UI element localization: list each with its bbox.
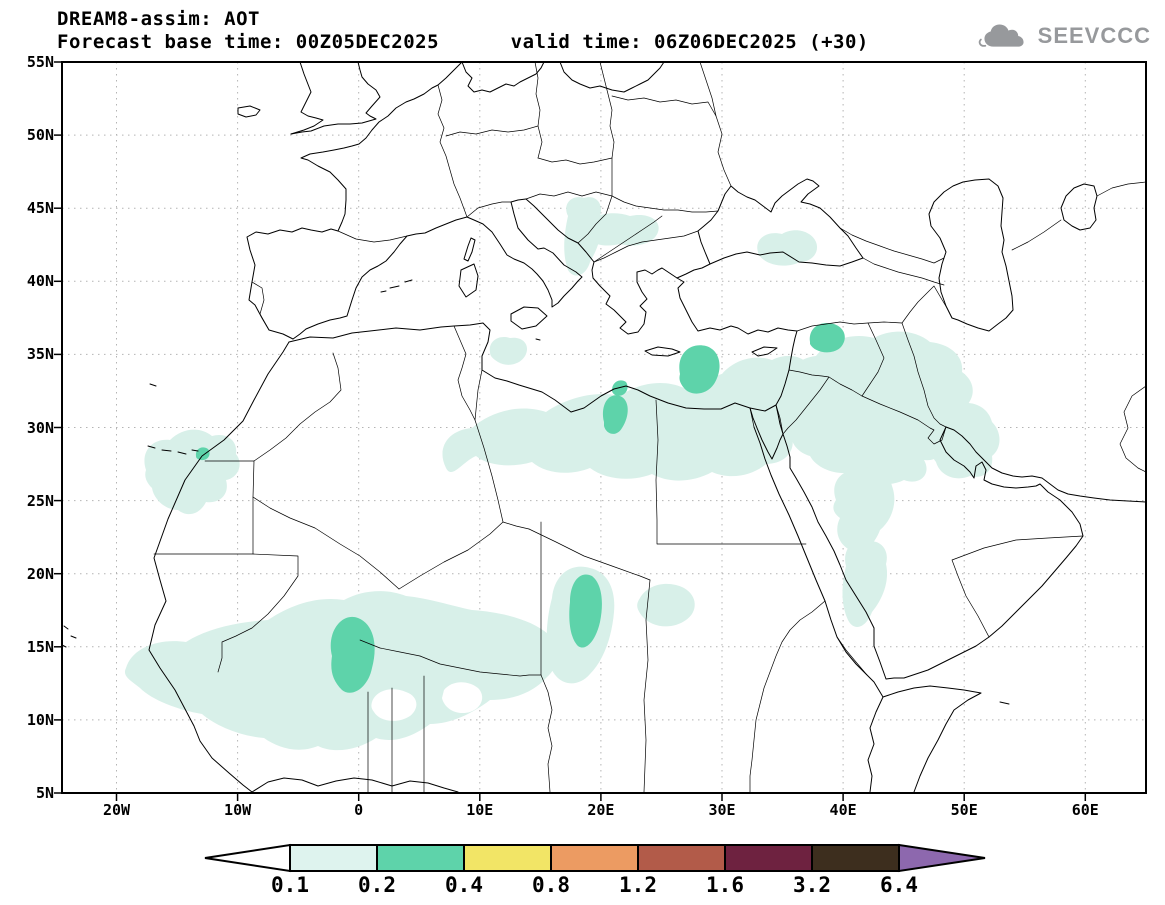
- colorbar-tick-label: 0.1: [271, 873, 309, 897]
- colorbar-tick-label: 6.4: [880, 873, 918, 897]
- plot-title: DREAM8-assim: AOT: [57, 8, 260, 30]
- colorbar-tick-label: 0.2: [358, 873, 396, 897]
- logo-text: SEEVCCC: [1037, 23, 1151, 48]
- lat-tick-label: 35N: [26, 345, 54, 364]
- lon-tick-label: 0: [354, 801, 364, 819]
- colorbar-tick-label: 3.2: [793, 873, 831, 897]
- cloud-icon: [978, 24, 1024, 47]
- aot-shading-light: [124, 197, 1000, 751]
- lat-tick-label: 25N: [26, 491, 54, 510]
- lon-tick-label: 40E: [829, 801, 857, 819]
- colorbar-tick-label: 0.4: [445, 873, 483, 897]
- axis-ticks: [54, 61, 1087, 801]
- colorbar-tick-label: 1.6: [706, 873, 744, 897]
- lat-tick-label: 15N: [26, 637, 54, 656]
- lat-tick-label: 45N: [26, 199, 54, 218]
- seevccc-logo: SEEVCCC: [977, 20, 1151, 52]
- lat-tick-label: 5N: [35, 784, 54, 802]
- colorbar-scale: [204, 843, 986, 873]
- plot-subtitle: Forecast base time: 00Z05DEC2025 valid t…: [57, 31, 869, 53]
- lon-tick-label: 10W: [224, 801, 252, 819]
- lat-tick-label: 55N: [26, 53, 54, 71]
- lat-tick-label: 10N: [26, 710, 54, 729]
- lon-tick-label: 20W: [102, 801, 131, 819]
- coastlines: [61, 61, 1147, 793]
- lon-tick-label: 20E: [587, 801, 615, 819]
- lat-tick-label: 40N: [26, 272, 54, 291]
- lon-tick-label: 50E: [950, 801, 978, 819]
- aot-shading-holes: [371, 682, 483, 721]
- country-borders: [153, 61, 1147, 793]
- lat-tick-label: 20N: [26, 564, 54, 583]
- colorbar-tick-label: 0.8: [532, 873, 570, 897]
- lat-tick-label: 50N: [26, 126, 54, 145]
- aot-shading-core: [195, 322, 845, 693]
- map-frame: [61, 61, 1147, 794]
- lon-tick-label: 10E: [466, 801, 494, 819]
- lat-tick-label: 30N: [26, 418, 54, 437]
- lon-tick-label: 30E: [708, 801, 736, 819]
- colorbar-tick-label: 1.2: [619, 873, 657, 897]
- lon-tick-label: 60E: [1071, 801, 1099, 819]
